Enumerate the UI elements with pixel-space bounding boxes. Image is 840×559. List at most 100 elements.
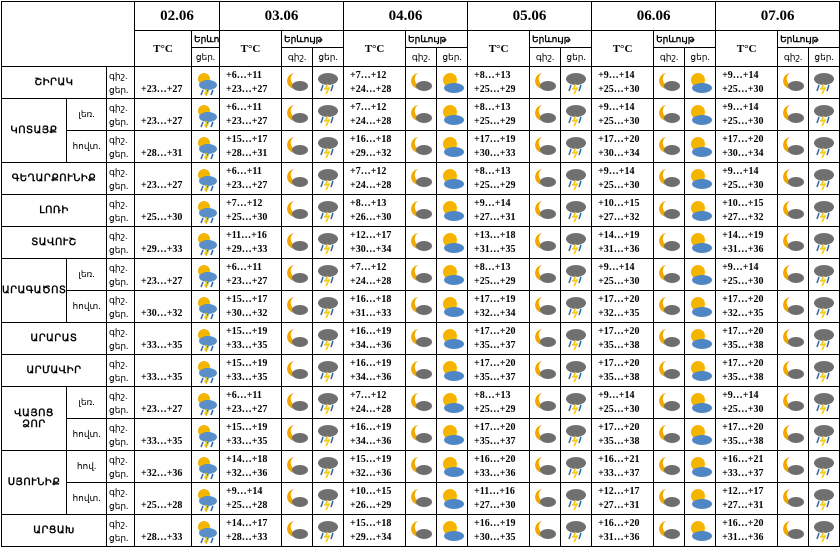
weather-icon-cell bbox=[436, 482, 469, 515]
night-day-label: գիշ. ցեր. bbox=[105, 514, 136, 547]
night-temp: +12…+17 bbox=[598, 485, 640, 497]
night-temp: +9…+14 bbox=[598, 389, 635, 401]
cloud bbox=[788, 336, 805, 347]
region-row: ԱՐՑԱԽ գիշ. ցեր. +28…+33 +14…+17 +28…+33 +15…+1… bbox=[1, 514, 840, 547]
day-temp: +33…+35 bbox=[226, 435, 268, 447]
icon-moon-cloud bbox=[535, 424, 557, 443]
night-temp: +15…+17 bbox=[226, 133, 268, 145]
temp-cell: +15…+19 +33…+35 bbox=[219, 322, 283, 355]
region-name: ՎԱՅՈՑ ՁՈՐ bbox=[1, 386, 67, 451]
moon bbox=[411, 456, 427, 473]
lightning bbox=[819, 115, 827, 126]
date-header: 04.06 bbox=[343, 1, 469, 31]
night-temp: +17…+20 bbox=[722, 357, 764, 369]
lightning bbox=[323, 531, 331, 542]
moon bbox=[659, 456, 675, 473]
lightning bbox=[203, 88, 209, 96]
icon-moon-cloud bbox=[411, 296, 433, 315]
day-temp: +25…+30 bbox=[141, 211, 183, 223]
rain bbox=[568, 180, 582, 187]
icon-storm bbox=[814, 520, 835, 542]
cloud bbox=[788, 208, 805, 219]
weather-icon-cell bbox=[653, 354, 686, 387]
temp-cell: +9…+14 +25…+30 bbox=[715, 98, 779, 131]
cloud bbox=[788, 272, 805, 283]
cloud bbox=[416, 368, 433, 379]
spacer bbox=[141, 357, 191, 371]
night-temp: +12…+17 bbox=[350, 229, 392, 241]
day-temp: +35…+38 bbox=[722, 339, 764, 351]
icon-moon-cloud bbox=[783, 392, 805, 411]
night-temp: +16…+20 bbox=[474, 453, 516, 465]
day-temp: +23…+27 bbox=[141, 115, 183, 127]
moon bbox=[659, 264, 675, 281]
lightning bbox=[571, 179, 579, 190]
cloud bbox=[318, 264, 339, 277]
moon bbox=[535, 168, 551, 185]
icon-storm bbox=[566, 136, 587, 158]
icon-moon-cloud bbox=[783, 520, 805, 539]
temp-cell: +16…+18 +31…+33 bbox=[343, 290, 407, 323]
day-temp: +25…+30 bbox=[722, 179, 764, 191]
day-temp: +35…+37 bbox=[474, 371, 516, 383]
day-label: ցեր. bbox=[109, 116, 129, 127]
night-temp: +8…+13 bbox=[474, 69, 511, 81]
day-temp: +25…+30 bbox=[722, 83, 764, 95]
cloud bbox=[198, 463, 217, 474]
icon-moon-cloud bbox=[783, 296, 805, 315]
icon-storm bbox=[566, 360, 587, 382]
night-day-label: գիշ. ցեր. bbox=[105, 130, 136, 163]
temp-cell: +28…+31 bbox=[134, 130, 193, 163]
lightning bbox=[203, 248, 209, 256]
weather-icon-cell bbox=[529, 66, 562, 99]
icon-sun-cloud bbox=[691, 456, 713, 477]
temp-cell: +17…+20 +30…+34 bbox=[715, 130, 779, 163]
night-header: գիշ. bbox=[281, 47, 314, 67]
region-name: ԳԵՂԱՐՔՈՒՆԻՔ bbox=[1, 162, 107, 195]
temp-cell: +23…+27 bbox=[134, 386, 193, 419]
day-temp: +25…+29 bbox=[474, 179, 516, 191]
icon-sun-cloud bbox=[691, 520, 713, 541]
cloud bbox=[292, 464, 309, 475]
rain bbox=[816, 276, 830, 283]
temp-cell: +8…+13 +25…+29 bbox=[467, 258, 531, 291]
night-temp: +9…+14 bbox=[474, 197, 511, 209]
temp-cell: +16…+19 +34…+36 bbox=[343, 354, 407, 387]
weather-icon-cell bbox=[653, 514, 686, 547]
icon-sun-cloud bbox=[443, 264, 465, 285]
icon-sun-rain bbox=[197, 360, 217, 384]
weather-icon-cell bbox=[808, 258, 840, 291]
weather-icon-cell bbox=[436, 98, 469, 131]
night-label: գիշ. bbox=[109, 518, 128, 529]
cloud bbox=[416, 208, 433, 219]
rain bbox=[816, 116, 830, 123]
icon-sun-cloud bbox=[691, 488, 713, 509]
weather-icon-cell bbox=[436, 194, 469, 227]
night-temp: +17…+20 bbox=[722, 133, 764, 145]
icon-moon-cloud bbox=[287, 136, 309, 155]
day-temp: +28…+31 bbox=[141, 147, 183, 159]
weather-icon-cell bbox=[312, 162, 345, 195]
day-label: ցեր. bbox=[109, 372, 129, 383]
day-label: ցեր. bbox=[109, 180, 129, 191]
icon-sun-cloud bbox=[443, 168, 465, 189]
temp-cell: +14…+17 +28…+33 bbox=[219, 514, 283, 547]
weather-icon-cell bbox=[529, 386, 562, 419]
cloud bbox=[566, 136, 587, 149]
icon-sun-cloud bbox=[691, 72, 713, 93]
temp-cell: +12…+17 +27…+31 bbox=[591, 482, 655, 515]
icon-sun-rain bbox=[197, 72, 217, 96]
day-temp: +31…+35 bbox=[474, 243, 516, 255]
moon bbox=[287, 424, 303, 441]
night-day-label: գիշ. ցեր. bbox=[105, 66, 136, 99]
day-temp: +25…+30 bbox=[598, 83, 640, 95]
icon-storm bbox=[814, 200, 835, 222]
weather-icon-cell bbox=[436, 386, 469, 419]
weather-icon-cell bbox=[191, 482, 221, 515]
temp-cell: +17…+20 +35…+38 bbox=[715, 322, 779, 355]
night-temp: +10…+15 bbox=[598, 197, 640, 209]
cloud bbox=[198, 303, 217, 314]
night-label: գիշ. bbox=[109, 230, 128, 241]
temp-cell: +6…+11 +23…+27 bbox=[219, 66, 283, 99]
icon-storm bbox=[814, 296, 835, 318]
